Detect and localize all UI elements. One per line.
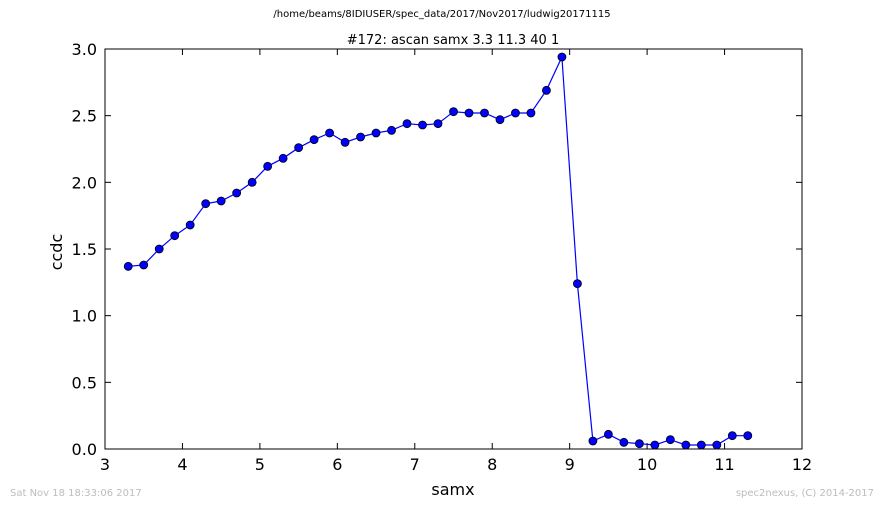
credit-footer: spec2nexus, (C) 2014-2017 [735, 488, 874, 499]
x-tick-label: 10 [637, 455, 657, 474]
data-point [696, 440, 706, 450]
y-tick-label: 1.5 [72, 240, 97, 259]
data-point [139, 260, 149, 270]
data-point [185, 220, 195, 230]
data-point [371, 128, 381, 138]
data-point [542, 85, 551, 95]
data-point [123, 261, 133, 271]
data-point [402, 119, 412, 129]
y-tick-label: 1.0 [72, 307, 97, 326]
y-axis-label: ccdc [47, 234, 66, 271]
data-point [170, 231, 180, 241]
data-series [123, 52, 753, 450]
x-tick-label: 6 [332, 455, 342, 474]
y-tick-label: 2.0 [72, 173, 97, 192]
data-point [573, 279, 582, 289]
y-tick-label: 2.5 [72, 107, 97, 126]
data-point [356, 132, 365, 142]
data-point [588, 436, 598, 446]
x-tick-label: 5 [255, 455, 265, 474]
y-tick-label: 0.0 [72, 440, 97, 459]
y-tick-label: 0.5 [72, 373, 97, 392]
data-point [557, 52, 567, 62]
data-point [201, 199, 211, 209]
data-point [263, 161, 273, 171]
data-point [340, 137, 350, 147]
data-point [495, 115, 505, 125]
x-axis-label: samx [431, 480, 474, 499]
data-point [727, 431, 737, 441]
data-point [247, 177, 257, 187]
x-tick-label: 4 [177, 455, 187, 474]
data-point [232, 188, 242, 198]
data-point [650, 440, 660, 450]
data-point [603, 429, 613, 439]
data-point [449, 107, 458, 117]
data-point [634, 439, 644, 449]
data-point [665, 435, 675, 445]
data-point [743, 431, 753, 441]
data-point [387, 125, 396, 135]
y-tick-label: 3.0 [72, 40, 97, 59]
x-tick-label: 9 [565, 455, 575, 474]
data-point [325, 128, 334, 138]
data-point [681, 440, 691, 450]
data-point [309, 135, 319, 145]
data-point [480, 108, 489, 118]
data-point [418, 120, 427, 130]
data-point [433, 119, 443, 129]
data-point [712, 440, 722, 450]
data-point [278, 153, 288, 163]
file-path-header: /home/beams/8IDIUSER/spec_data/2017/Nov2… [273, 9, 611, 20]
x-tick-label: 11 [714, 455, 734, 474]
data-point [154, 244, 164, 254]
x-tick-label: 7 [410, 455, 420, 474]
data-point [526, 108, 536, 118]
chart-title: #172: ascan samx 3.3 11.3 40 1 [347, 33, 560, 48]
timestamp-footer: Sat Nov 18 18:33:06 2017 [10, 488, 142, 499]
data-point [464, 108, 474, 118]
data-point [511, 108, 520, 118]
data-point [619, 437, 629, 447]
x-tick-label: 12 [792, 455, 812, 474]
series-line [128, 56, 748, 446]
x-tick-label: 3 [100, 455, 110, 474]
data-point [294, 143, 304, 153]
axis-ticks: 3 4 5 6 7 8 9 10 11 12 0.0 0.5 1.0 1.5 2.0 2.5 3.0 [72, 40, 813, 474]
data-point [216, 196, 226, 206]
x-tick-label: 8 [487, 455, 497, 474]
